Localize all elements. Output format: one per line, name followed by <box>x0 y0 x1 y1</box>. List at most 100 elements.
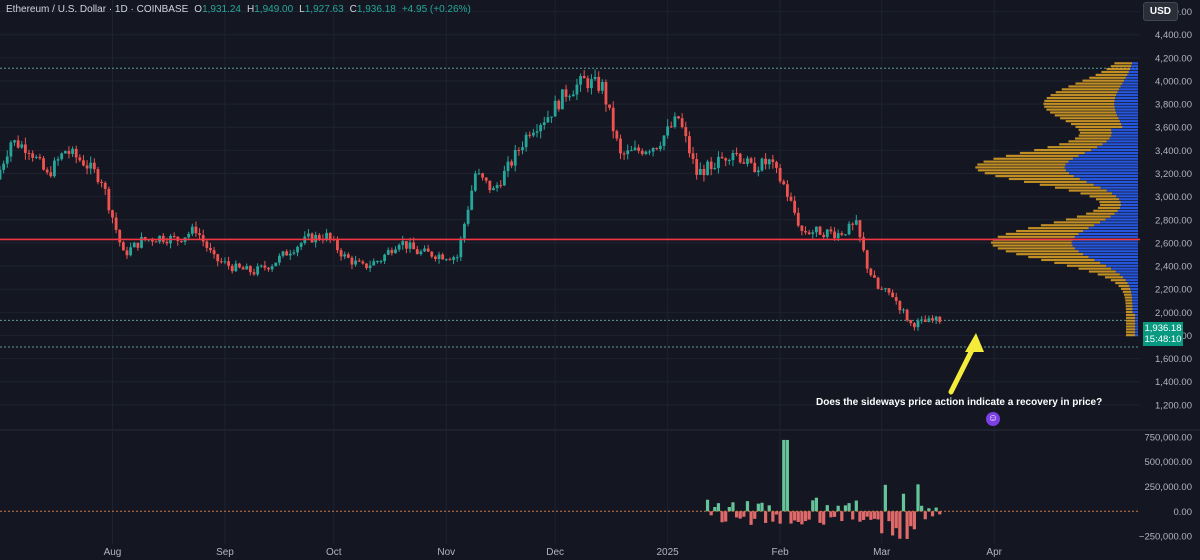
candle-body <box>539 124 543 132</box>
volume-profile-bar <box>1123 293 1132 296</box>
volume-profile-bar <box>1099 201 1121 204</box>
candle-body <box>390 250 394 254</box>
volume-profile-bar <box>1125 328 1135 331</box>
volume-profile-bar <box>1005 250 1079 253</box>
volume-profile-bar <box>1047 146 1098 149</box>
volume-profile-bar <box>1068 160 1138 163</box>
volume-bar <box>880 511 884 534</box>
candle-body <box>5 156 9 164</box>
volume-profile-bar <box>1094 224 1138 227</box>
candle-body <box>111 210 114 218</box>
candle-body <box>71 148 74 154</box>
candle-body <box>785 184 789 197</box>
candle-body <box>513 149 517 166</box>
candle-body <box>357 260 361 262</box>
candle-body <box>648 151 651 153</box>
volume-bar <box>800 511 804 525</box>
candle-body <box>546 117 550 123</box>
volume-profile-bar <box>1065 169 1138 172</box>
candle-body <box>455 257 459 259</box>
volume-profile-bar <box>1074 235 1138 238</box>
candle-body <box>502 170 506 186</box>
candle-body <box>219 261 223 263</box>
candle-body <box>800 225 804 231</box>
candle-body <box>63 151 67 154</box>
volume-bar <box>891 511 895 536</box>
volume-bar <box>883 484 887 512</box>
candle-body <box>375 261 379 263</box>
volume-profile-bar <box>1114 99 1138 102</box>
candle-body <box>869 268 873 276</box>
y-tick-label: 3,200.00 <box>1155 169 1192 180</box>
candle-body <box>383 254 387 262</box>
candle-body <box>695 159 699 175</box>
candle-body <box>934 316 938 321</box>
volume-profile-bar <box>1122 82 1138 85</box>
volume-bar <box>843 505 848 512</box>
candle-body <box>608 104 611 108</box>
candle-body <box>677 116 680 119</box>
emoji-icon[interactable]: ☺ <box>986 412 1000 426</box>
candle-body <box>201 235 205 242</box>
volume-bar <box>713 507 717 512</box>
y-tick-label: 4,400.00 <box>1155 30 1192 41</box>
x-tick-label: Apr <box>986 547 1002 558</box>
volume-profile-bar <box>990 241 1072 244</box>
volume-profile-bar <box>1125 319 1135 322</box>
candle-body <box>336 239 339 251</box>
candle-body <box>720 156 724 159</box>
volume-profile-bar <box>984 172 1070 175</box>
candle-body <box>531 132 535 136</box>
candle-body <box>495 185 499 189</box>
volume-bar <box>814 497 819 512</box>
volume-profile-bar <box>1083 253 1138 256</box>
volume-profile-bar <box>1041 258 1095 262</box>
volume-profile-bar <box>1050 94 1117 97</box>
candle-body <box>82 160 85 166</box>
volume-profile-bar <box>1086 212 1115 215</box>
candle-body <box>847 223 851 235</box>
candle-body <box>434 256 437 259</box>
candle-body <box>248 266 252 273</box>
volume-bar <box>829 511 833 518</box>
candle-body <box>74 148 78 158</box>
candle-body <box>684 127 688 137</box>
candle-body <box>263 265 267 268</box>
candle-body <box>528 134 532 136</box>
candle-body <box>34 156 38 158</box>
volume-bar <box>724 511 728 522</box>
volume-profile-bar <box>1008 177 1080 181</box>
candle-body <box>927 318 931 322</box>
candle-body <box>909 320 913 324</box>
volume-profile-bar <box>1125 76 1138 79</box>
volume-profile-bar <box>1111 128 1138 131</box>
currency-button[interactable]: USD <box>1142 2 1178 21</box>
volume-bar <box>749 511 753 525</box>
candle-body <box>274 262 278 267</box>
candle-body <box>245 266 249 270</box>
volume-bar <box>753 511 757 519</box>
volume-profile-bar <box>1129 284 1138 288</box>
volume-profile-bar <box>1068 85 1121 88</box>
candle-body <box>448 259 452 261</box>
volume-profile-bar <box>1078 134 1112 137</box>
candle-body <box>238 263 241 268</box>
low-label: L <box>299 4 305 15</box>
candle-body <box>822 234 826 238</box>
volume-bar <box>869 511 873 520</box>
volume-bar <box>920 505 924 512</box>
volume-profile-bar <box>1079 131 1112 134</box>
candle-body <box>426 248 430 252</box>
volume-profile-bar <box>1100 261 1138 264</box>
candle-body <box>107 188 111 211</box>
volume-bar <box>909 511 913 527</box>
y-tick-label: 3,400.00 <box>1155 146 1192 157</box>
candle-body <box>680 118 684 128</box>
candle-body <box>172 235 176 237</box>
candle-body <box>738 153 742 163</box>
candle-body <box>891 292 895 298</box>
candle-body <box>579 76 582 85</box>
candle-body <box>85 165 89 169</box>
volume-profile-bar <box>1054 186 1101 189</box>
